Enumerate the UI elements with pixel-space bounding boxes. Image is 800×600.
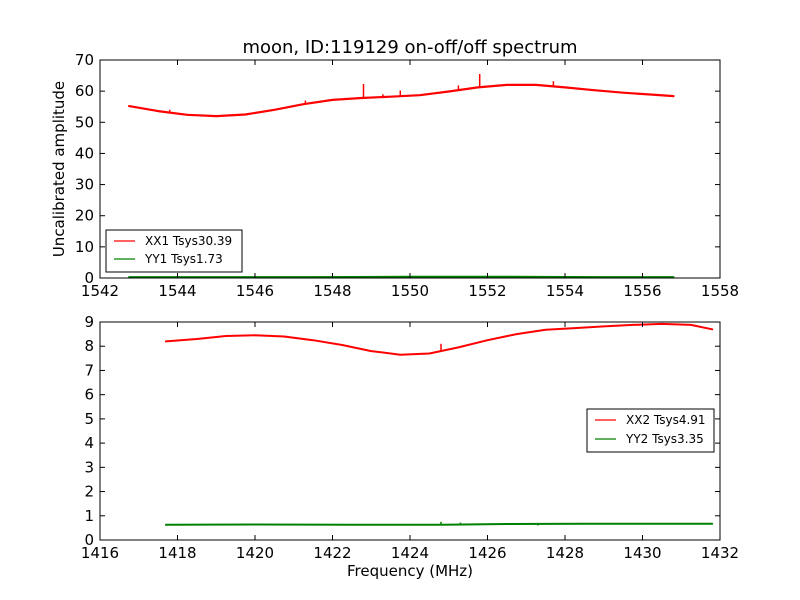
- top-legend-label-yy1: YY1 Tsys1.73: [144, 252, 223, 266]
- top-y-tick-label-4: 40: [75, 144, 94, 162]
- top-y-tick-label-6: 60: [75, 82, 94, 100]
- top-legend-box: [105, 229, 243, 273]
- bottom-y-tick-label-4: 4: [84, 434, 94, 452]
- top-ticks-layer: 1542 1544 1546 1548 1550 1552 1554 1556 1558 0 10 2…: [75, 51, 739, 300]
- bottom-legend-box: [586, 408, 715, 453]
- bottom-x-tick-label-2: 1420: [236, 544, 274, 562]
- bottom-legend-label-yy2: YY2 Tsys3.35: [625, 432, 704, 446]
- top-x-tick-label-6: 1554: [546, 282, 584, 300]
- bottom-series-layer: [164, 322, 714, 526]
- bottom-legend-label-xx2: XX2 Tsys4.91: [626, 413, 706, 427]
- bottom-y-tick-label-8: 8: [84, 337, 94, 355]
- top-chart: 1542 1544 1546 1548 1550 1552 1554 1556 1558 0 10 2…: [50, 51, 739, 300]
- top-chart-title: moon, ID:119129 on-off/off spectrum: [242, 37, 577, 58]
- bottom-y-tick-label-2: 2: [84, 483, 94, 501]
- top-y-tick-label-7: 70: [75, 51, 94, 69]
- bottom-legend: XX2 Tsys4.91 YY2 Tsys3.35: [586, 408, 715, 453]
- top-y-tick-label-0: 0: [84, 269, 94, 287]
- top-x-tick-label-3: 1548: [313, 282, 351, 300]
- top-x-tick-label-8: 1558: [701, 282, 739, 300]
- bottom-y-tick-label-6: 6: [84, 386, 94, 404]
- bottom-y-tick-label-9: 9: [84, 313, 94, 331]
- bottom-y-tick-label-5: 5: [84, 410, 94, 428]
- bottom-x-tick-label-8: 1432: [701, 544, 739, 562]
- bottom-series-line-yy2: [164, 522, 714, 526]
- top-series-line-xx1: [128, 83, 675, 118]
- bottom-y-tick-label-0: 0: [84, 531, 94, 549]
- top-x-tick-label-1: 1544: [158, 282, 196, 300]
- bottom-chart: 1416 1418 1420 1422 1424 1426 1428 1430 1432 0 1 2 3…: [81, 313, 739, 580]
- bottom-x-tick-label-4: 1424: [391, 544, 429, 562]
- top-x-tick-label-5: 1552: [468, 282, 506, 300]
- top-y-tick-label-3: 30: [75, 176, 94, 194]
- top-y-tick-label-5: 50: [75, 113, 94, 131]
- bottom-series-line-xx2: [164, 322, 714, 356]
- top-x-tick-label-0: 1542: [81, 282, 119, 300]
- top-x-tick-label-7: 1556: [623, 282, 661, 300]
- bottom-x-tick-label-6: 1428: [546, 544, 584, 562]
- bottom-x-axis-label: Frequency (MHz): [347, 562, 473, 580]
- top-legend: XX1 Tsys30.39 YY1 Tsys1.73: [105, 229, 243, 273]
- top-y-tick-label-2: 20: [75, 207, 94, 225]
- bottom-ticks-layer: 1416 1418 1420 1422 1424 1426 1428 1430 1432 0 1 2 3…: [81, 313, 739, 562]
- top-x-tick-label-4: 1550: [391, 282, 429, 300]
- top-legend-label-xx1: XX1 Tsys30.39: [145, 234, 232, 248]
- bottom-x-tick-label-3: 1422: [313, 544, 351, 562]
- bottom-x-tick-label-0: 1416: [81, 544, 119, 562]
- bottom-x-tick-label-1: 1418: [158, 544, 196, 562]
- top-y-tick-label-1: 10: [75, 238, 94, 256]
- bottom-y-tick-label-3: 3: [84, 458, 94, 476]
- top-x-tick-label-2: 1546: [236, 282, 274, 300]
- bottom-y-tick-label-1: 1: [84, 507, 94, 525]
- bottom-x-tick-label-5: 1426: [468, 544, 506, 562]
- bottom-y-tick-label-7: 7: [84, 361, 94, 379]
- top-y-axis-label: Uncalibrated amplitude: [50, 81, 68, 257]
- bottom-x-tick-label-7: 1430: [623, 544, 661, 562]
